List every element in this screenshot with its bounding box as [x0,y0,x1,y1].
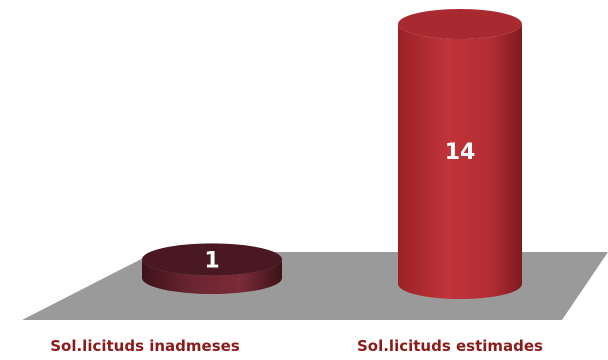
data-label-1: 1 [204,248,219,273]
bar-2-body [398,24,522,299]
data-label-2: 14 [445,140,476,165]
bar-1-body [142,259,282,294]
bar-2 [398,9,522,299]
category-label-1: Sol.licituds inadmeses [50,337,240,355]
bar-1-top [142,243,282,276]
bar-2-top [398,9,522,39]
bar-1 [142,243,282,294]
category-label-2: Sol.licituds estimades [357,337,543,355]
